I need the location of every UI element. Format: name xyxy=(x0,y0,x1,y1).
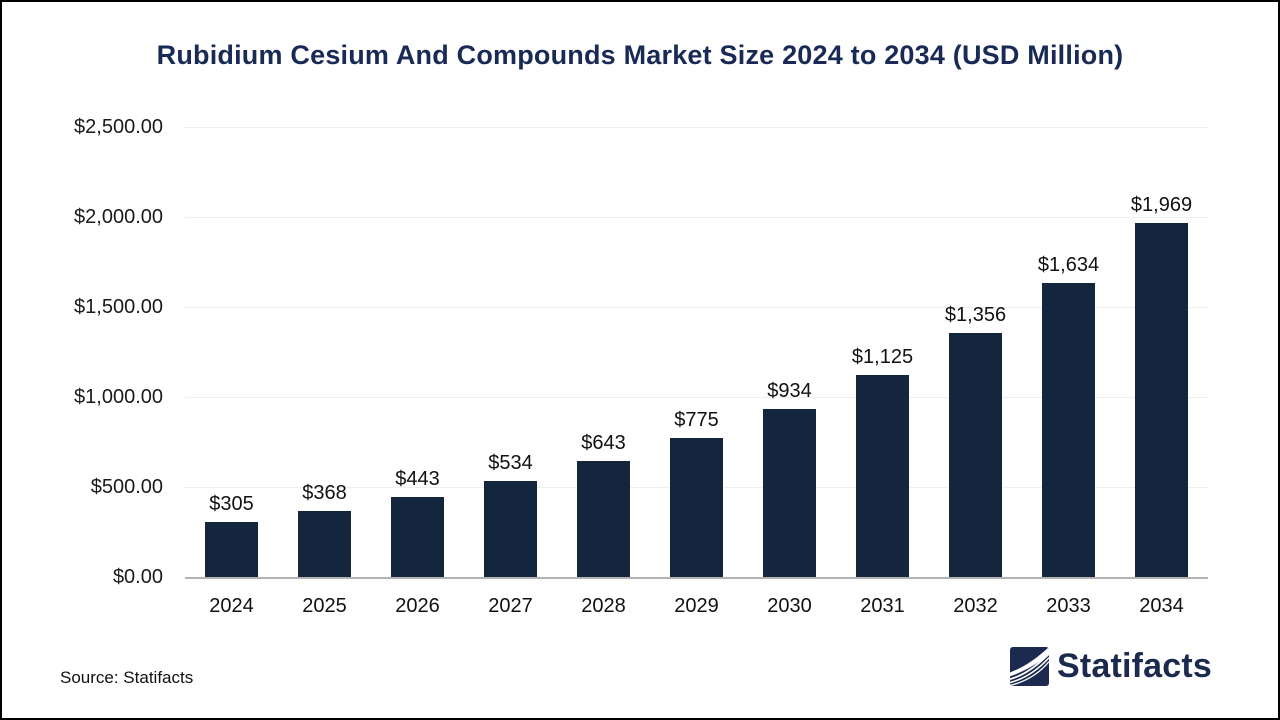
y-tick-label: $0.00 xyxy=(112,566,163,588)
bar-value-label: $534 xyxy=(488,451,533,474)
bar-2028 xyxy=(577,461,630,577)
y-tick-label: $500.00 xyxy=(90,476,163,498)
x-tick-label: 2034 xyxy=(1139,595,1184,617)
x-tick-label: 2029 xyxy=(674,595,719,617)
x-axis-line xyxy=(185,577,1208,579)
source-note: Source: Statifacts xyxy=(60,668,194,687)
bar-value-label: $775 xyxy=(674,408,719,431)
x-axis-labels: 2024 2025 2026 2027 2028 2029 2030 2031 2032 2033… xyxy=(185,594,1208,620)
bar-value-label: $443 xyxy=(395,468,440,491)
statifacts-wave-icon xyxy=(1009,647,1049,686)
y-tick-label: $1,000.00 xyxy=(74,386,163,408)
gridline xyxy=(185,127,1208,128)
x-tick-label: 2028 xyxy=(581,595,626,617)
chart-title: Rubidium Cesium And Compounds Market Siz… xyxy=(156,40,1124,70)
x-tick-label: 2027 xyxy=(488,595,533,617)
bar-2032 xyxy=(949,332,1002,577)
bar-value-label: $1,125 xyxy=(851,345,914,368)
bar-2025 xyxy=(298,510,351,577)
plot-area: $305 $368 $443 $534 $643 $775 $934 $1,125 $1,356… xyxy=(185,127,1208,579)
bar-2034 xyxy=(1135,222,1188,577)
bar-2027 xyxy=(484,480,537,577)
y-axis-labels: $2,500.00 $2,000.00 $1,500.00 $1,000.00 $500… xyxy=(2,116,163,588)
bar-2029 xyxy=(670,437,723,577)
bar-value-label: $1,969 xyxy=(1130,193,1193,216)
y-tick-label: $1,500.00 xyxy=(74,296,163,318)
gridline xyxy=(185,217,1208,218)
bar-value-label: $1,356 xyxy=(944,303,1007,326)
bar-2024 xyxy=(205,522,258,577)
bar-value-label: $305 xyxy=(209,493,254,516)
bar-value-label: $1,634 xyxy=(1037,253,1100,276)
x-tick-label: 2024 xyxy=(209,595,254,617)
y-tick-label: $2,500.00 xyxy=(74,116,163,138)
bar-2026 xyxy=(391,497,444,577)
x-tick-label: 2033 xyxy=(1046,595,1091,617)
x-tick-label: 2032 xyxy=(953,595,998,617)
x-tick-label: 2026 xyxy=(395,595,440,617)
brand-name: Statifacts xyxy=(1056,647,1212,685)
x-tick-label: 2025 xyxy=(302,595,347,617)
bar-2031 xyxy=(856,374,909,577)
x-tick-label: 2031 xyxy=(860,595,905,617)
bar-value-label: $934 xyxy=(767,379,812,402)
y-tick-label: $2,000.00 xyxy=(74,206,163,228)
gridline xyxy=(185,307,1208,308)
bar-2030 xyxy=(763,408,816,577)
bar-value-label: $643 xyxy=(581,432,626,455)
brand-logo: Statifacts xyxy=(1009,647,1212,686)
x-tick-label: 2030 xyxy=(767,595,812,617)
gridline xyxy=(185,397,1208,398)
bar-2033 xyxy=(1042,282,1095,577)
bar-value-label: $368 xyxy=(302,481,347,504)
